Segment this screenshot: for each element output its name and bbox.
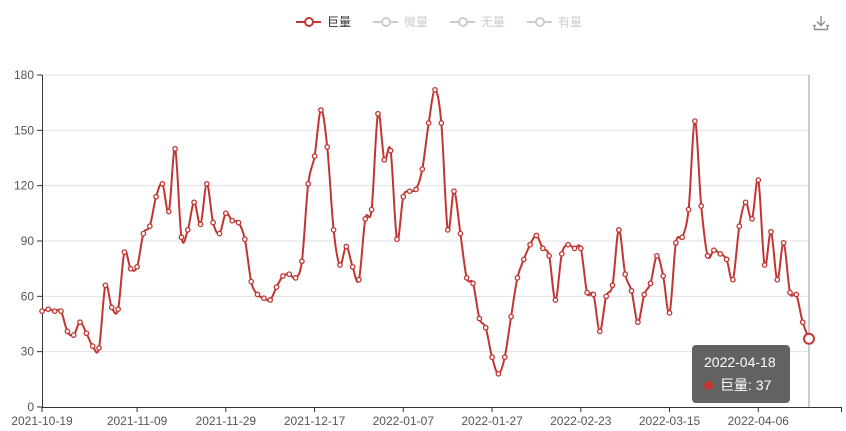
svg-text:2022-01-07: 2022-01-07: [373, 414, 435, 428]
legend-item-weiliang[interactable]: 微量: [373, 13, 428, 30]
svg-text:2022-02-23: 2022-02-23: [550, 414, 612, 428]
line-series-icon: [296, 16, 321, 27]
legend-label: 巨量: [327, 15, 352, 29]
svg-text:2021-11-09: 2021-11-09: [107, 414, 168, 428]
svg-text:2021-10-19: 2021-10-19: [11, 414, 73, 428]
svg-text:120: 120: [14, 179, 34, 193]
legend-label: 无量: [481, 15, 506, 29]
legend-item-juliang[interactable]: 巨量: [296, 13, 351, 30]
svg-text:90: 90: [21, 234, 35, 248]
legend-label: 有量: [558, 15, 583, 29]
save-image-button[interactable]: [810, 12, 832, 34]
svg-text:2022-01-27: 2022-01-27: [461, 414, 523, 428]
svg-text:150: 150: [14, 123, 34, 137]
svg-text:0: 0: [27, 400, 34, 414]
line-series-icon: [527, 16, 553, 27]
svg-text:180: 180: [14, 68, 34, 82]
line-series-icon: [373, 16, 399, 27]
svg-text:2022-04-06: 2022-04-06: [728, 414, 790, 428]
svg-text:60: 60: [21, 289, 35, 303]
line-series-icon: [450, 16, 476, 27]
legend-item-wuliang[interactable]: 无量: [450, 13, 505, 30]
legend-label: 微量: [404, 15, 429, 29]
legend: 巨量 微量 无量 有量: [296, 13, 582, 30]
svg-text:2021-11-29: 2021-11-29: [196, 414, 257, 428]
legend-item-youliang[interactable]: 有量: [527, 13, 582, 30]
download-icon: [813, 16, 829, 31]
svg-text:2021-12-17: 2021-12-17: [284, 414, 346, 428]
svg-text:2022-03-15: 2022-03-15: [639, 414, 701, 428]
svg-text:30: 30: [21, 345, 35, 359]
